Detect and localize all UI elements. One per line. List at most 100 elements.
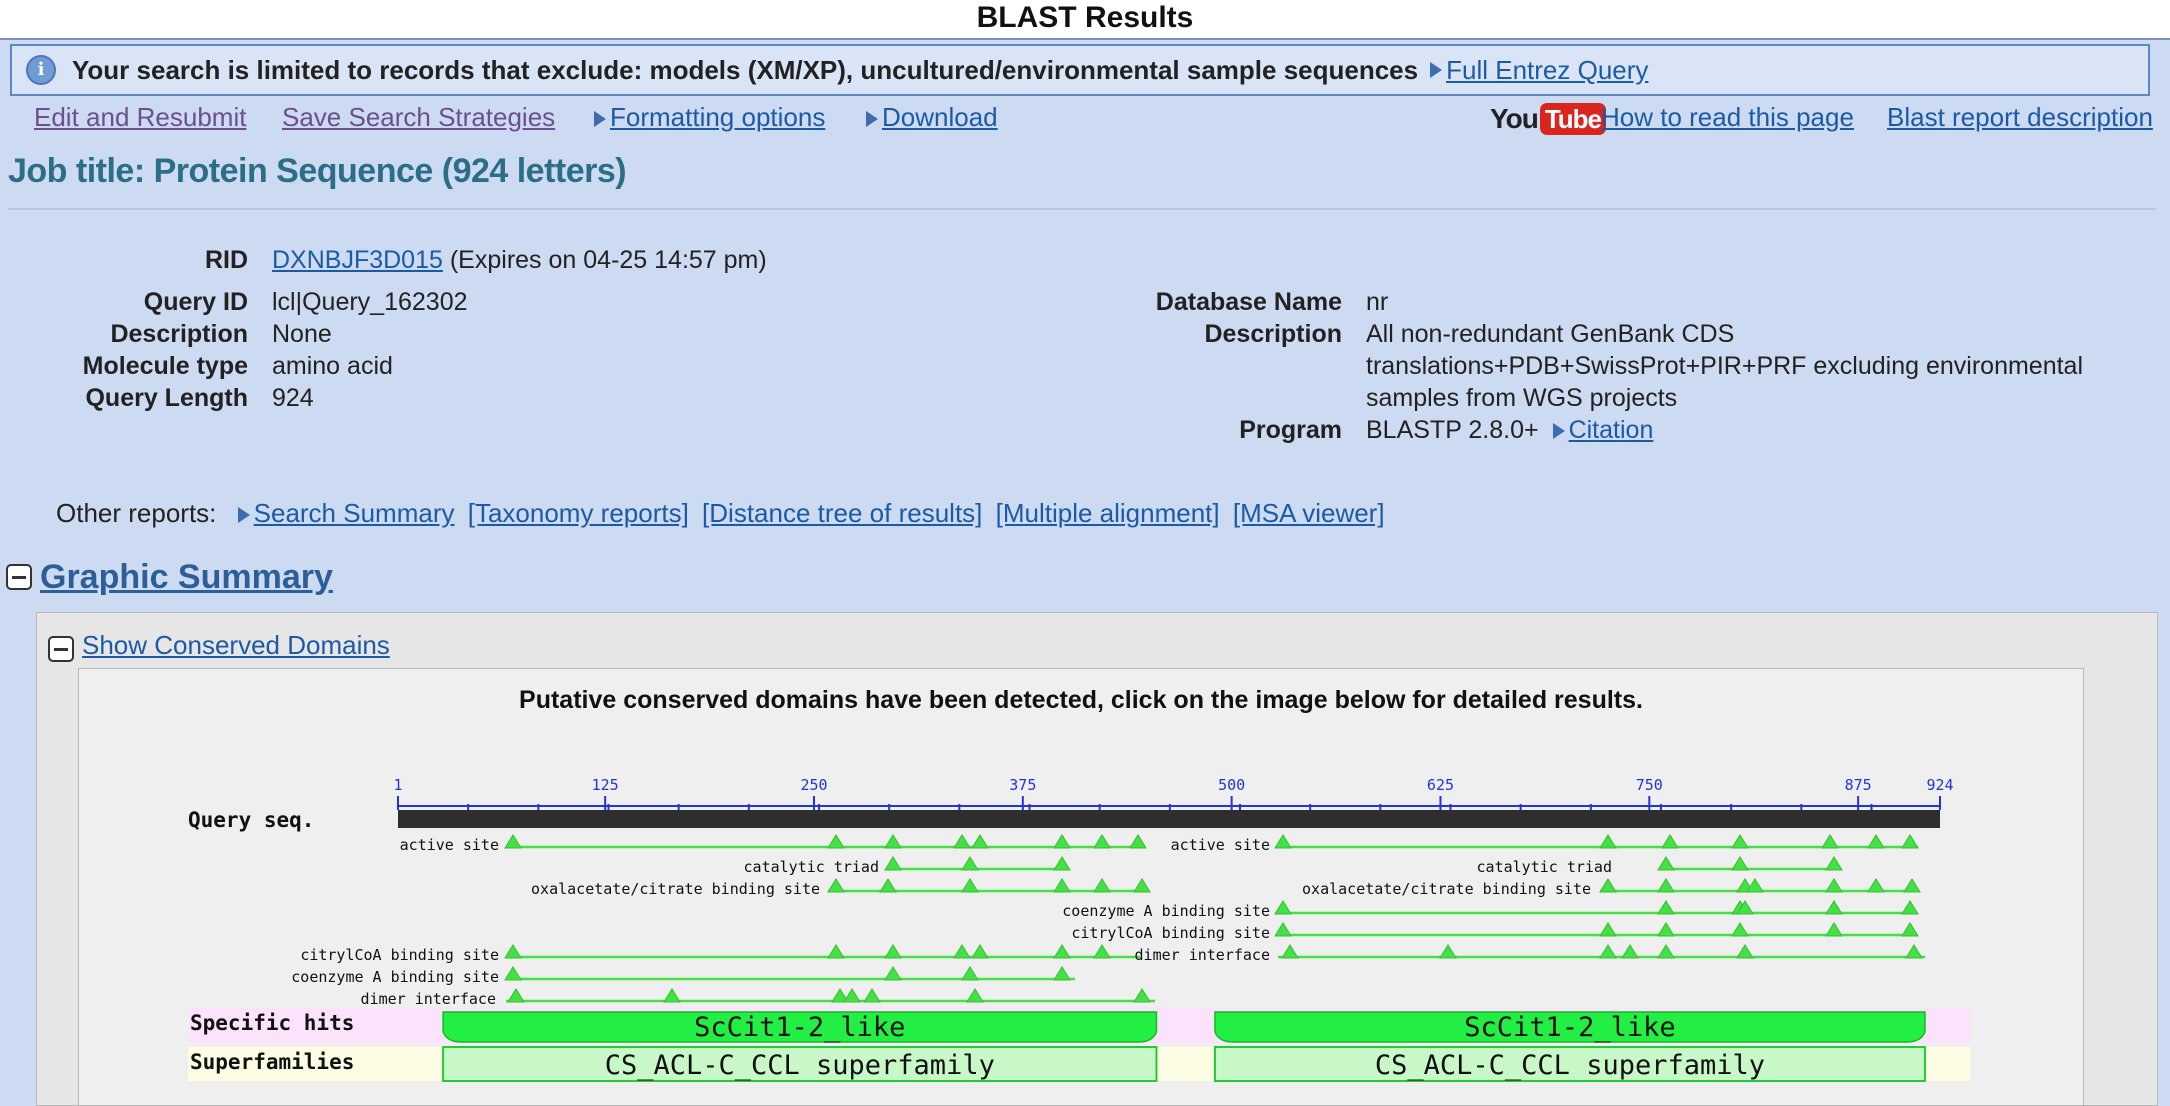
active-site-right-mark <box>1821 834 1839 849</box>
download-control[interactable]: Download <box>854 102 998 133</box>
graphic-summary-title[interactable]: Graphic Summary <box>40 558 333 596</box>
citrylcoa-site-right-mark <box>1901 922 1919 937</box>
putative-domains-text: Putative conserved domains have been det… <box>519 686 1643 714</box>
oxalacetate-site-left-mark <box>1133 878 1151 893</box>
dimer-interface-right-mark <box>1439 944 1457 959</box>
save-search-strategies-link[interactable]: Save Search Strategies <box>282 102 556 132</box>
query-id-value: lcl|Query_162302 <box>272 288 468 316</box>
coenzymea-site-right-mark <box>1657 900 1675 915</box>
formatting-options-control[interactable]: Formatting options <box>582 102 825 133</box>
ruler-tick-label: 924 <box>1926 776 1953 794</box>
query-id-label: Query ID <box>143 288 248 316</box>
active-site-left-mark <box>971 834 989 849</box>
citrylcoa-site-left-mark <box>1053 944 1071 959</box>
ruler-tick-label: 250 <box>800 776 827 794</box>
site-label-catalytic-right: catalytic triad <box>1477 858 1612 876</box>
msa-viewer-link[interactable]: [MSA viewer] <box>1232 498 1385 528</box>
dimer-interface-left-mark <box>843 988 861 1003</box>
coenzymea-site-left-mark <box>1053 966 1071 981</box>
dimer-interface-right-mark <box>1281 944 1299 959</box>
citation-link[interactable]: Citation <box>1568 416 1654 444</box>
full-entrez-query-link[interactable]: Full Entrez Query <box>1446 54 1649 85</box>
coenzymea-site-left-mark <box>504 966 522 981</box>
coenzymea-site-right-mark <box>1274 900 1292 915</box>
coenzymea-site-right-mark <box>1825 900 1843 915</box>
dimer-interface-left-mark <box>863 988 881 1003</box>
database-description-line-1: All non-redundant GenBank CDS <box>1366 320 1735 348</box>
edit-resubmit-link[interactable]: Edit and Resubmit <box>34 102 247 132</box>
superfamily-label-1: CS_ACL-C_CCL superfamily <box>605 1050 995 1081</box>
oxalacetate-site-left-mark <box>1053 878 1071 893</box>
specific-hit-label-2: ScCit1-2_like <box>1464 1012 1675 1043</box>
dimer-interface-right-mark <box>1599 944 1617 959</box>
search-summary-link[interactable]: Search Summary <box>253 498 455 528</box>
active-site-left-mark <box>504 834 522 849</box>
how-to-read-link[interactable]: How to read this page <box>1601 102 1854 132</box>
collapse-graphic-summary-button[interactable] <box>6 564 32 590</box>
show-conserved-domains-link[interactable]: Show Conserved Domains <box>82 630 390 660</box>
oxalacetate-site-left-mark <box>879 878 897 893</box>
citrylcoa-site-left-mark <box>953 944 971 959</box>
ruler-tick-label: 500 <box>1218 776 1245 794</box>
divider <box>8 208 2156 210</box>
site-label-coenzymea-right: coenzyme A binding site <box>1062 902 1270 920</box>
active-site-left-mark <box>884 834 902 849</box>
citrylcoa-site-right-mark <box>1731 922 1749 937</box>
citrylcoa-site-left-mark <box>884 944 902 959</box>
ruler-tick-label: 1 <box>393 776 402 794</box>
dimer-interface-left-mark <box>831 988 849 1003</box>
conserved-domains-graphic[interactable]: Query seq. 1 125 250 375 500 625 750 875 924 activ… <box>0 760 2170 1106</box>
active-site-left-mark <box>1129 834 1147 849</box>
download-link[interactable]: Download <box>882 102 998 132</box>
notice-text: Your search is limited to records that e… <box>72 54 1419 85</box>
catalytic-triad-right-mark <box>1657 856 1675 871</box>
dimer-interface-right-mark <box>1905 944 1923 959</box>
database-description-line-3: samples from WGS projects <box>1366 384 1678 412</box>
superfamily-label-2: CS_ACL-C_CCL superfamily <box>1375 1050 1765 1081</box>
oxalacetate-site-left-mark <box>1093 878 1111 893</box>
dimer-interface-left-mark <box>663 988 681 1003</box>
active-site-right-mark <box>1599 834 1617 849</box>
query-length-label: Query Length <box>85 384 248 412</box>
superfamily-bar-1 <box>442 1046 1158 1082</box>
other-reports-label: Other reports: <box>56 498 217 528</box>
active-site-left-mark <box>953 834 971 849</box>
taxonomy-reports-link[interactable]: [Taxonomy reports] <box>467 498 689 528</box>
multiple-alignment-link[interactable]: [Multiple alignment] <box>995 498 1220 528</box>
formatting-options-link[interactable]: Formatting options <box>610 102 826 132</box>
youtube-logo[interactable]: You Tube <box>1490 102 1606 136</box>
page-title: BLAST Results <box>0 0 2170 40</box>
citrylcoa-site-right-mark <box>1599 922 1617 937</box>
dimer-interface-left-mark <box>1133 988 1151 1003</box>
superfamilies-label: Superfamilies <box>190 1050 354 1074</box>
search-limit-notice: i Your search is limited to records that… <box>10 44 2150 96</box>
query-info: RID DXNBJF3D015 (Expires on 04-25 14:57 … <box>0 244 2170 444</box>
coenzymea-site-right-mark <box>1901 900 1919 915</box>
site-label-active-right: active site <box>1171 836 1270 854</box>
expand-arrow-icon <box>237 507 250 524</box>
active-site-left-mark <box>1093 834 1111 849</box>
query-length-value: 924 <box>272 384 314 412</box>
expand-arrow-icon <box>1430 62 1443 78</box>
collapse-conserved-domains-button[interactable] <box>48 636 74 662</box>
distance-tree-link[interactable]: [Distance tree of results] <box>702 498 983 528</box>
catalytic-triad-left-mark <box>884 856 902 871</box>
citrylcoa-site-left-mark <box>827 944 845 959</box>
rid-link[interactable]: DXNBJF3D015 <box>272 246 443 274</box>
ruler-tick-label: 625 <box>1427 776 1454 794</box>
specific-hit-bar-2 <box>1214 1011 1926 1043</box>
molecule-type-label: Molecule type <box>82 352 248 380</box>
specific-hits-label: Specific hits <box>190 1011 354 1035</box>
rid-expires: (Expires on 04-25 14:57 pm) <box>449 246 767 274</box>
coenzymea-site-left-mark <box>961 966 979 981</box>
oxalacetate-site-left-mark <box>961 878 979 893</box>
blast-report-description-link[interactable]: Blast report description <box>1887 102 2153 132</box>
other-reports: Other reports: Search Summary [Taxonomy … <box>56 498 1385 529</box>
database-description-label: Description <box>1204 320 1342 348</box>
oxalacetate-site-right-mark <box>1903 878 1921 893</box>
active-site-right-mark <box>1661 834 1679 849</box>
catalytic-triad-left-mark <box>1053 856 1071 871</box>
dimer-interface-right-mark <box>1657 944 1675 959</box>
oxalacetate-site-left-mark <box>827 878 845 893</box>
site-label-active-left: active site <box>400 836 499 854</box>
